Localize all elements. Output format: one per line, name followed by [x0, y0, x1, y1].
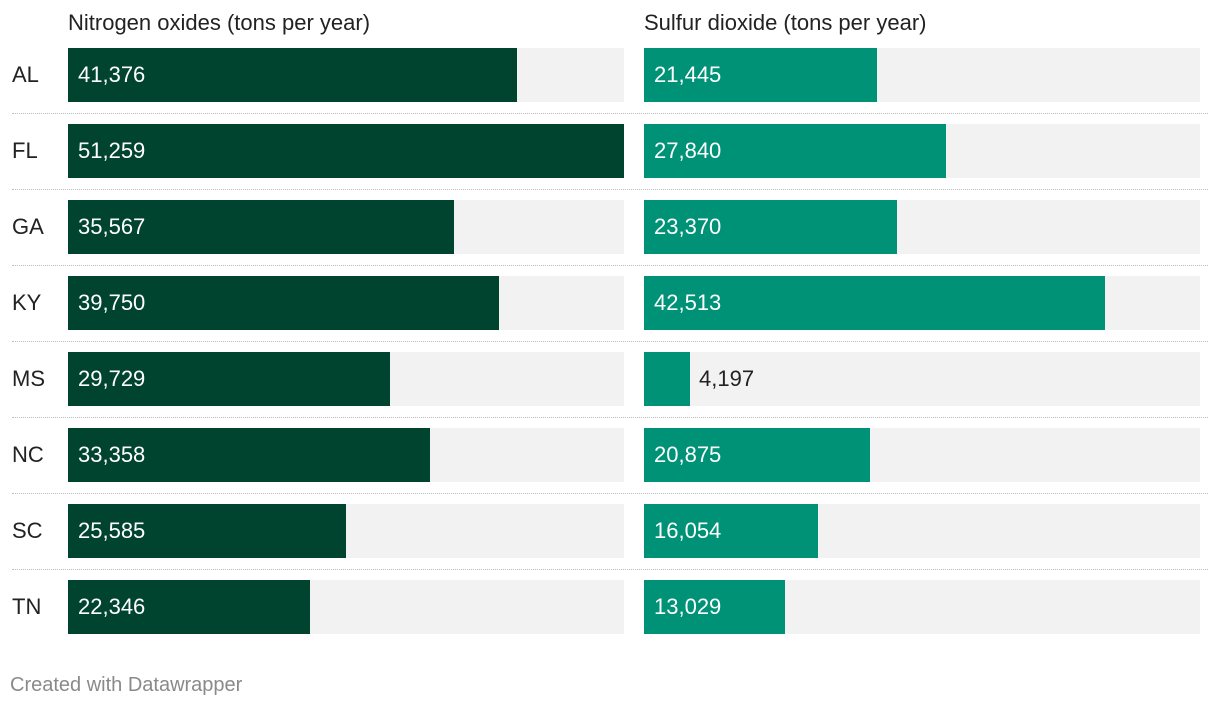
row-divider	[12, 113, 1208, 114]
value-label-nox-nc: 33,358	[78, 442, 146, 467]
bar-track-so2-fl: 27,840	[644, 124, 1200, 178]
row-divider	[12, 189, 1208, 190]
bar-so2-nc	[644, 428, 870, 482]
bar-nox-sc	[68, 504, 346, 558]
value-label-so2-sc: 16,054	[654, 518, 722, 543]
chart-title-sulfur-dioxide: Sulfur dioxide (tons per year)	[644, 10, 927, 35]
bar-track-nox-fl: 51,259	[68, 124, 624, 178]
bar-track-nox-ms: 29,729	[68, 352, 624, 406]
row-label-nc: NC	[12, 442, 44, 467]
value-label-nox-ky: 39,750	[78, 290, 146, 315]
value-label-so2-ky: 42,513	[654, 290, 722, 315]
row-label-ga: GA	[12, 214, 44, 239]
bar-so2-tn	[644, 580, 785, 634]
row-divider	[12, 265, 1208, 266]
bar-track-nox-sc: 25,585	[68, 504, 624, 558]
bar-nox-nc	[68, 428, 430, 482]
value-label-nox-tn: 22,346	[78, 594, 146, 619]
value-label-so2-nc: 20,875	[654, 442, 722, 467]
row-divider	[12, 569, 1208, 570]
bar-track-so2-nc: 20,875	[644, 428, 1200, 482]
bar-track-so2-ga: 23,370	[644, 200, 1200, 254]
row-label-fl: FL	[12, 138, 38, 163]
bar-track-so2-ms: 4,197	[644, 352, 1200, 406]
bar-so2-ga	[644, 200, 897, 254]
bar-track-nox-al: 41,376	[68, 48, 624, 102]
row-label-al: AL	[12, 62, 39, 87]
value-label-nox-al: 41,376	[78, 62, 146, 87]
value-label-nox-ms: 29,729	[78, 366, 146, 391]
row-divider	[12, 417, 1208, 418]
bar-nox-ga	[68, 200, 454, 254]
value-label-so2-ga: 23,370	[654, 214, 722, 239]
bar-track-so2-sc: 16,054	[644, 504, 1200, 558]
row-divider	[12, 341, 1208, 342]
bar-track-nox-ky: 39,750	[68, 276, 624, 330]
row-label-sc: SC	[12, 518, 43, 543]
bar-so2-sc	[644, 504, 818, 558]
row-label-ms: MS	[12, 366, 45, 391]
value-label-so2-tn: 13,029	[654, 594, 722, 619]
row-label-ky: KY	[12, 290, 42, 315]
value-label-so2-ms: 4,197	[699, 366, 755, 391]
bar-nox-fl	[68, 124, 624, 178]
bar-so2-ky	[644, 276, 1105, 330]
bar-so2-ms	[644, 352, 690, 406]
bar-track-so2-al: 21,445	[644, 48, 1200, 102]
value-label-nox-sc: 25,585	[78, 518, 146, 543]
value-label-so2-fl: 27,840	[654, 138, 722, 163]
datawrapper-credit: Created with Datawrapper	[10, 674, 243, 696]
chart-title-nitrogen-oxides: Nitrogen oxides (tons per year)	[68, 10, 371, 35]
bar-track-nox-ga: 35,567	[68, 200, 624, 254]
row-divider	[12, 493, 1208, 494]
bar-so2-al	[644, 48, 877, 102]
bar-nox-ms	[68, 352, 390, 406]
value-label-nox-ga: 35,567	[78, 214, 146, 239]
bar-so2-fl	[644, 124, 946, 178]
value-label-nox-fl: 51,259	[78, 138, 146, 163]
row-label-tn: TN	[12, 594, 42, 619]
bar-track-nox-nc: 33,358	[68, 428, 624, 482]
bar-track-so2-ky: 42,513	[644, 276, 1200, 330]
bar-nox-tn	[68, 580, 310, 634]
bar-nox-al	[68, 48, 517, 102]
value-label-so2-al: 21,445	[654, 62, 722, 87]
bar-nox-ky	[68, 276, 499, 330]
bar-track-nox-tn: 22,346	[68, 580, 624, 634]
bar-track-so2-tn: 13,029	[644, 580, 1200, 634]
